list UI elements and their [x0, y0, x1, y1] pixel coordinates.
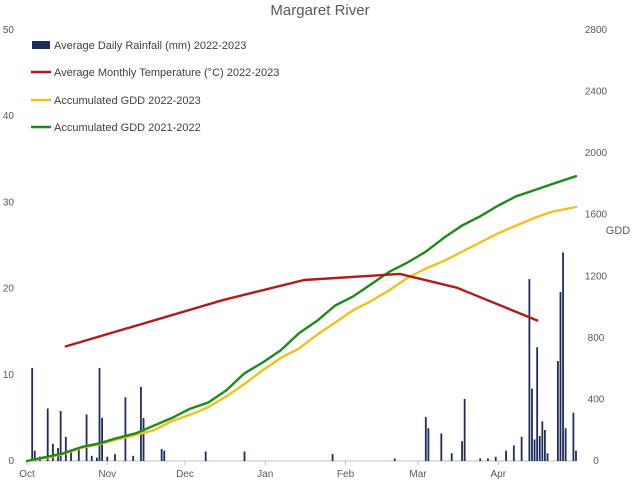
rainfall-bar	[562, 252, 564, 461]
rainfall-bar	[98, 367, 101, 461]
x-tick-label: Apr	[491, 469, 507, 480]
legend-label: Average Daily Rainfall (mm) 2022-2023	[54, 40, 246, 52]
rainfall-bar	[64, 436, 67, 461]
rainfall-bar	[90, 455, 93, 461]
gdd-2022-2023-line	[25, 205, 578, 463]
right-tick-label: 2000	[585, 148, 608, 159]
x-axis-ticks: Oct Nov Dec Jan Feb Mar Apr	[19, 461, 507, 480]
rainfall-bar	[463, 398, 466, 461]
rainfall-bar	[538, 436, 541, 461]
rainfall-bar	[124, 397, 127, 461]
rainfall-bar	[243, 451, 246, 461]
rainfall-bar	[59, 411, 62, 461]
rainfall-bar	[559, 292, 562, 461]
rainfall-bar	[440, 433, 443, 461]
rainfall-bar	[512, 445, 515, 461]
rainfall-bar	[163, 450, 166, 461]
right-tick-label: 2800	[585, 25, 608, 36]
rainfall-bar	[450, 453, 453, 461]
x-tick-label: Jan	[257, 469, 273, 480]
left-tick-label: 10	[3, 370, 15, 381]
rainfall-bar	[85, 414, 88, 461]
left-tick-label: 50	[3, 25, 15, 36]
right-axis-label: GDD	[606, 225, 631, 237]
rainfall-bar	[101, 417, 103, 461]
rainfall-bars	[31, 252, 577, 461]
rainfall-bar	[114, 454, 116, 461]
right-tick-label: 800	[588, 333, 605, 344]
rainfall-bar	[461, 441, 463, 461]
right-tick-label: 1600	[585, 210, 608, 221]
rainfall-bar	[46, 408, 49, 461]
rainfall-bar	[541, 421, 544, 461]
rainfall-bar	[31, 367, 34, 461]
rainfall-bar	[70, 452, 72, 461]
x-tick-label: Dec	[176, 469, 194, 480]
rainfall-bar	[393, 458, 396, 461]
right-tick-label: 0	[593, 456, 599, 467]
rainfall-bar	[331, 454, 334, 461]
right-tick-label: 2400	[585, 87, 608, 98]
rainfall-bar	[505, 450, 507, 461]
rainfall-bar	[204, 451, 207, 461]
series-lines	[25, 174, 578, 463]
chart-title: Margaret River	[270, 2, 369, 19]
rainfall-bar	[96, 457, 98, 461]
rainfall-bar	[160, 448, 163, 461]
rainfall-bar	[140, 386, 142, 461]
legend-swatch-bar	[32, 41, 50, 49]
rainfall-bar	[51, 443, 54, 461]
rainfall-bar	[533, 439, 536, 461]
right-tick-label: 1200	[585, 271, 608, 282]
rainfall-bar	[544, 429, 546, 461]
rainfall-bar	[536, 347, 539, 461]
right-axis-ticks: 0 400 800 1200 1600 2000 2400 2800	[585, 25, 608, 467]
rainfall-bar	[556, 361, 559, 461]
rainfall-bar	[33, 450, 36, 461]
rainfall-bar	[424, 417, 427, 461]
left-axis-ticks: 0 10 20 30 40 50	[3, 25, 15, 467]
left-tick-label: 30	[3, 197, 15, 208]
rainfall-bar	[528, 279, 531, 461]
rainfall-bar	[494, 456, 497, 461]
left-tick-label: 0	[8, 456, 14, 467]
rainfall-bar	[546, 453, 549, 461]
rainfall-bar	[142, 417, 145, 461]
x-tick-label: Feb	[337, 469, 355, 480]
rainfall-bar	[77, 447, 80, 461]
x-tick-label: Oct	[19, 469, 35, 480]
right-tick-label: 400	[588, 394, 605, 405]
left-tick-label: 20	[3, 284, 15, 295]
rainfall-bar	[487, 458, 489, 461]
rainfall-bar	[106, 456, 109, 461]
x-tick-label: Nov	[98, 469, 116, 480]
rainfall-bar	[564, 428, 567, 461]
rainfall-bar	[427, 428, 430, 461]
rainfall-bar	[572, 412, 575, 461]
rainfall-bar	[479, 458, 482, 461]
x-tick-label: Mar	[409, 469, 427, 480]
rainfall-bar	[531, 388, 533, 461]
left-tick-label: 40	[3, 111, 15, 122]
legend: Average Daily Rainfall (mm) 2022-2023 Ave…	[31, 40, 279, 134]
rainfall-bar	[575, 450, 577, 461]
legend-label: Average Monthly Temperature (°C) 2022-20…	[54, 67, 279, 79]
gdd-2021-2022-line	[25, 174, 578, 463]
temperature-line	[64, 272, 539, 348]
rainfall-bar	[520, 436, 523, 461]
legend-label: Accumulated GDD 2022-2023	[54, 95, 201, 107]
legend-label: Accumulated GDD 2021-2022	[54, 122, 201, 134]
rainfall-bar	[132, 455, 135, 461]
